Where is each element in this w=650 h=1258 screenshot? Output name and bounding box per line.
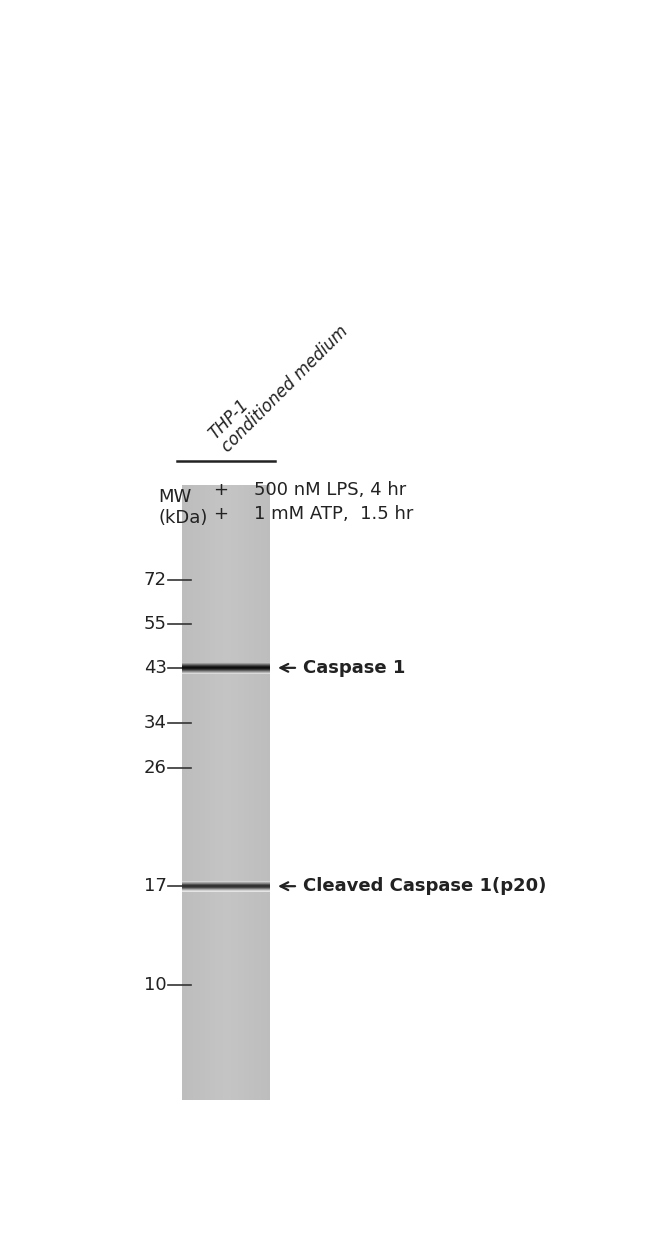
Bar bbox=[217, 486, 219, 1101]
Bar bbox=[203, 486, 205, 1101]
Bar bbox=[210, 486, 212, 1101]
Bar bbox=[219, 486, 221, 1101]
Bar bbox=[187, 486, 189, 1101]
Bar bbox=[194, 486, 196, 1101]
Bar bbox=[254, 486, 256, 1101]
Bar bbox=[185, 486, 187, 1101]
Text: 72: 72 bbox=[144, 571, 167, 590]
Bar bbox=[198, 486, 200, 1101]
Bar bbox=[252, 486, 254, 1101]
Bar bbox=[191, 486, 192, 1101]
Bar bbox=[221, 486, 222, 1101]
Bar bbox=[258, 486, 259, 1101]
Bar bbox=[259, 486, 261, 1101]
Bar bbox=[184, 486, 185, 1101]
Bar bbox=[202, 486, 203, 1101]
Bar bbox=[222, 486, 224, 1101]
Text: 43: 43 bbox=[144, 659, 167, 677]
Bar bbox=[212, 486, 214, 1101]
Bar bbox=[261, 486, 263, 1101]
Bar bbox=[237, 486, 239, 1101]
Bar bbox=[249, 486, 251, 1101]
Text: +: + bbox=[214, 506, 229, 523]
Bar bbox=[235, 486, 237, 1101]
Bar bbox=[196, 486, 198, 1101]
Bar bbox=[182, 486, 270, 1101]
Bar bbox=[189, 486, 191, 1101]
Bar bbox=[200, 486, 201, 1101]
Bar bbox=[263, 486, 265, 1101]
Bar bbox=[244, 486, 246, 1101]
Bar bbox=[192, 486, 194, 1101]
Bar bbox=[240, 486, 242, 1101]
Bar bbox=[268, 486, 270, 1101]
Text: MW
(kDa): MW (kDa) bbox=[159, 488, 208, 527]
Text: THP-1
conditioned medium: THP-1 conditioned medium bbox=[205, 309, 352, 457]
Bar bbox=[251, 486, 252, 1101]
Bar bbox=[229, 486, 231, 1101]
Bar bbox=[266, 486, 268, 1101]
Bar bbox=[246, 486, 247, 1101]
Bar bbox=[242, 486, 244, 1101]
Bar bbox=[226, 486, 228, 1101]
Text: Cleaved Caspase 1(p20): Cleaved Caspase 1(p20) bbox=[303, 877, 546, 896]
Bar bbox=[224, 486, 226, 1101]
Bar bbox=[265, 486, 266, 1101]
Text: 55: 55 bbox=[144, 615, 167, 633]
Text: Caspase 1: Caspase 1 bbox=[303, 659, 406, 677]
Bar bbox=[233, 486, 235, 1101]
Text: 34: 34 bbox=[144, 713, 167, 732]
Bar bbox=[214, 486, 216, 1101]
Bar bbox=[216, 486, 217, 1101]
Text: 26: 26 bbox=[144, 759, 167, 777]
Bar bbox=[239, 486, 240, 1101]
Bar bbox=[209, 486, 210, 1101]
Bar bbox=[247, 486, 249, 1101]
Bar bbox=[182, 486, 184, 1101]
Text: 10: 10 bbox=[144, 976, 167, 994]
Bar bbox=[207, 486, 209, 1101]
Bar bbox=[231, 486, 233, 1101]
Bar bbox=[228, 486, 229, 1101]
Text: 17: 17 bbox=[144, 877, 167, 896]
Bar bbox=[256, 486, 258, 1101]
Text: +: + bbox=[214, 481, 229, 499]
Text: 500 nM LPS, 4 hr: 500 nM LPS, 4 hr bbox=[254, 481, 406, 499]
Bar bbox=[205, 486, 207, 1101]
Text: 1 mM ATP,  1.5 hr: 1 mM ATP, 1.5 hr bbox=[254, 506, 413, 523]
